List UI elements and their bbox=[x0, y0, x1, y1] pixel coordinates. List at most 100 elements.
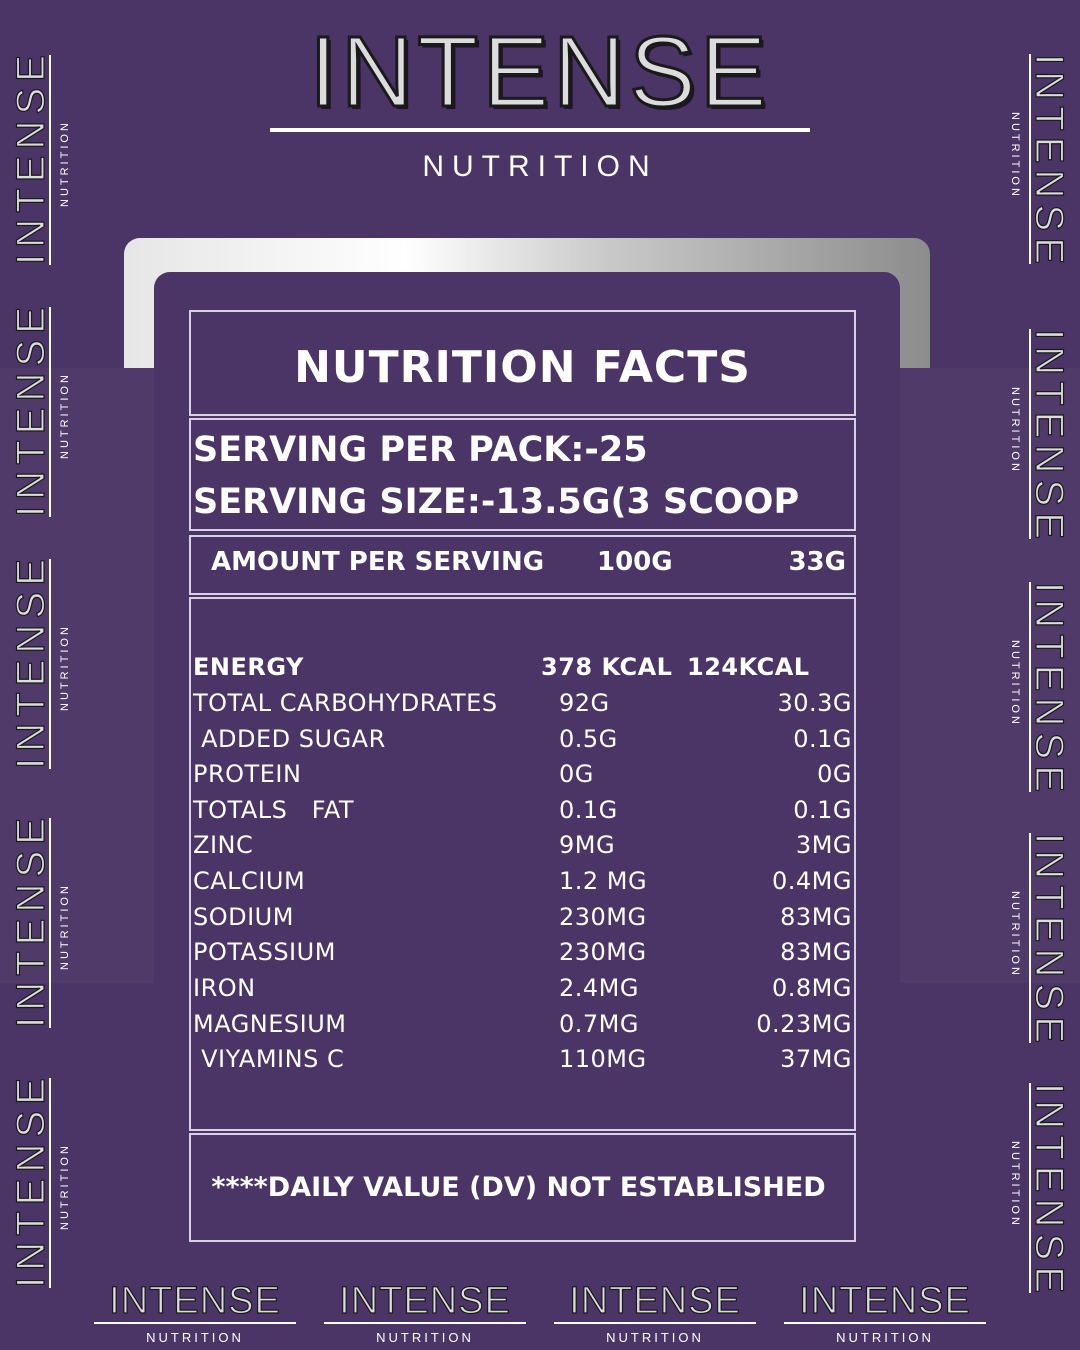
bottom-logo: INTENSE NUTRITION bbox=[778, 1280, 992, 1346]
bottom-logo: INTENSE NUTRITION bbox=[318, 1280, 532, 1346]
side-logo-tagline: NUTRITION bbox=[59, 1143, 71, 1230]
nutrient-value-100g: 1.2 MG bbox=[559, 867, 648, 895]
nutrient-value-100g: 230MG bbox=[559, 903, 647, 931]
side-logo-word: INTENSE bbox=[9, 1078, 53, 1288]
nutrient-value-33g: 0.23MG bbox=[756, 1010, 852, 1038]
right-side-logo: INTENSE NUTRITION bbox=[1004, 1081, 1074, 1296]
nutrient-value-100g: 0.5G bbox=[559, 725, 618, 753]
nutrient-value-33g: 83MG bbox=[780, 903, 852, 931]
nutrient-name: ADDED SUGAR bbox=[193, 725, 386, 753]
frame-inner-panel bbox=[154, 272, 900, 1312]
nutrient-row: ZINC 9MG 3MG bbox=[191, 831, 854, 866]
nutrient-value-33g: 37MG bbox=[780, 1045, 852, 1073]
nutrient-row: POTASSIUM 230MG 83MG bbox=[191, 938, 854, 973]
nutrient-row: TOTALS FAT 0.1G 0.1G bbox=[191, 796, 854, 831]
nutrient-value-100g: 0.7MG bbox=[559, 1010, 639, 1038]
daily-value-note: ****DAILY VALUE (DV) NOT ESTABLISHED bbox=[211, 1172, 826, 1203]
brand-name: INTENSE bbox=[308, 16, 771, 128]
bottom-logo-word: INTENSE bbox=[339, 1280, 511, 1322]
bottom-logo: INTENSE NUTRITION bbox=[88, 1280, 302, 1346]
left-side-logo: INTENSE NUTRITION bbox=[6, 815, 76, 1030]
footer-box: ****DAILY VALUE (DV) NOT ESTABLISHED bbox=[189, 1133, 856, 1242]
side-logo-word: INTENSE bbox=[9, 307, 53, 517]
nutrient-name: ZINC bbox=[193, 831, 254, 859]
side-logo-tagline: NUTRITION bbox=[1009, 891, 1021, 978]
bottom-logo-divider bbox=[784, 1322, 986, 1324]
brand-logo: INTENSE NUTRITION bbox=[270, 16, 810, 183]
nutrient-value-33g: 3MG bbox=[795, 831, 852, 859]
side-logo-word: INTENSE bbox=[9, 55, 53, 265]
column-header-100g: 100G bbox=[597, 547, 673, 577]
bottom-logo-divider bbox=[94, 1322, 296, 1324]
nutrient-value-100g: 110MG bbox=[559, 1045, 647, 1073]
nutrient-row: IRON 2.4MG 0.8MG bbox=[191, 974, 854, 1009]
nutrient-name: CALCIUM bbox=[193, 867, 306, 895]
side-logo-word: INTENSE bbox=[1027, 329, 1071, 539]
nutrient-row: ENERGY 378 KCAL 124KCAL bbox=[191, 653, 854, 688]
bottom-logo-tagline: NUTRITION bbox=[836, 1330, 934, 1345]
serving-info-box: SERVING PER PACK:-25 SERVING SIZE:-13.5G… bbox=[189, 418, 856, 531]
nutrient-value-33g: 0G bbox=[817, 760, 852, 788]
side-logo-tagline: NUTRITION bbox=[1009, 640, 1021, 727]
right-side-logo: INTENSE NUTRITION bbox=[1004, 327, 1074, 542]
right-side-logo: INTENSE NUTRITION bbox=[1004, 831, 1074, 1046]
nutrient-name: VIYAMINS C bbox=[193, 1045, 345, 1073]
amount-header-box: AMOUNT PER SERVING 100G 33G bbox=[189, 535, 856, 595]
side-logo-tagline: NUTRITION bbox=[1009, 112, 1021, 199]
side-logo-tagline: NUTRITION bbox=[59, 372, 71, 459]
nutrient-value-100g: 230MG bbox=[559, 938, 647, 966]
nutrition-facts-title-box: NUTRITION FACTS bbox=[189, 310, 856, 416]
nutrient-value-33g: 0.4MG bbox=[772, 867, 852, 895]
side-logo-word: INTENSE bbox=[1027, 54, 1071, 264]
nutrient-name: POTASSIUM bbox=[193, 938, 336, 966]
bottom-logo-word: INTENSE bbox=[799, 1280, 971, 1322]
nutrient-name: ENERGY bbox=[193, 653, 304, 681]
nutrient-value-100g: 2.4MG bbox=[559, 974, 639, 1002]
side-logo-tagline: NUTRITION bbox=[59, 120, 71, 207]
amount-per-serving-label: AMOUNT PER SERVING bbox=[211, 547, 545, 577]
nutrient-row: ADDED SUGAR 0.5G 0.1G bbox=[191, 725, 854, 760]
nutrient-name: TOTAL CARBOHYDRATES bbox=[193, 689, 498, 717]
right-side-logo: INTENSE NUTRITION bbox=[1004, 580, 1074, 795]
bottom-logo-tagline: NUTRITION bbox=[376, 1330, 474, 1345]
nutrient-row: PROTEIN 0G 0G bbox=[191, 760, 854, 795]
nutrient-row: CALCIUM 1.2 MG 0.4MG bbox=[191, 867, 854, 902]
nutrient-name: IRON bbox=[193, 974, 256, 1002]
serving-size: SERVING SIZE:-13.5G(3 SCOOP bbox=[193, 482, 800, 522]
right-side-logo: INTENSE NUTRITION bbox=[1004, 52, 1074, 267]
left-side-logo: INTENSE NUTRITION bbox=[6, 556, 76, 771]
nutrient-value-33g: 30.3G bbox=[777, 689, 852, 717]
bottom-logo-divider bbox=[554, 1322, 756, 1324]
bottom-logo-tagline: NUTRITION bbox=[606, 1330, 704, 1345]
side-logo-tagline: NUTRITION bbox=[1009, 1141, 1021, 1228]
bottom-logo-word: INTENSE bbox=[109, 1280, 281, 1322]
nutrient-row: MAGNESIUM 0.7MG 0.23MG bbox=[191, 1010, 854, 1045]
bottom-logo: INTENSE NUTRITION bbox=[548, 1280, 762, 1346]
bottom-logo-divider bbox=[324, 1322, 526, 1324]
side-logo-word: INTENSE bbox=[9, 559, 53, 769]
serving-per-pack: SERVING PER PACK:-25 bbox=[193, 430, 648, 470]
left-side-logo: INTENSE NUTRITION bbox=[6, 52, 76, 267]
nutrient-row: TOTAL CARBOHYDRATES 92G 30.3G bbox=[191, 689, 854, 724]
nutrient-value-33g: 0.1G bbox=[793, 796, 852, 824]
side-logo-word: INTENSE bbox=[9, 818, 53, 1028]
nutrient-name: TOTALS FAT bbox=[193, 796, 355, 824]
nutrient-row: VIYAMINS C 110MG 37MG bbox=[191, 1045, 854, 1080]
nutrient-value-33g: 83MG bbox=[780, 938, 852, 966]
nutrient-value-33g: 0.1G bbox=[793, 725, 852, 753]
nutrient-value-100g: 92G bbox=[559, 689, 610, 717]
column-header-33g: 33G bbox=[788, 547, 846, 577]
side-logo-word: INTENSE bbox=[1027, 582, 1071, 792]
bottom-logo-word: INTENSE bbox=[569, 1280, 741, 1322]
brand-divider bbox=[270, 128, 810, 132]
nutrient-value-100g: 9MG bbox=[559, 831, 616, 859]
nutrient-name: SODIUM bbox=[193, 903, 294, 931]
bottom-logo-tagline: NUTRITION bbox=[146, 1330, 244, 1345]
nutrients-table: ENERGY 378 KCAL 124KCAL TOTAL CARBOHYDRATES… bbox=[189, 597, 856, 1131]
nutrient-row: SODIUM 230MG 83MG bbox=[191, 903, 854, 938]
side-logo-word: INTENSE bbox=[1027, 833, 1071, 1043]
side-logo-tagline: NUTRITION bbox=[59, 883, 71, 970]
side-logo-word: INTENSE bbox=[1027, 1083, 1071, 1293]
nutrient-name: PROTEIN bbox=[193, 760, 302, 788]
nutrient-value-33g: 124KCAL bbox=[687, 653, 810, 681]
